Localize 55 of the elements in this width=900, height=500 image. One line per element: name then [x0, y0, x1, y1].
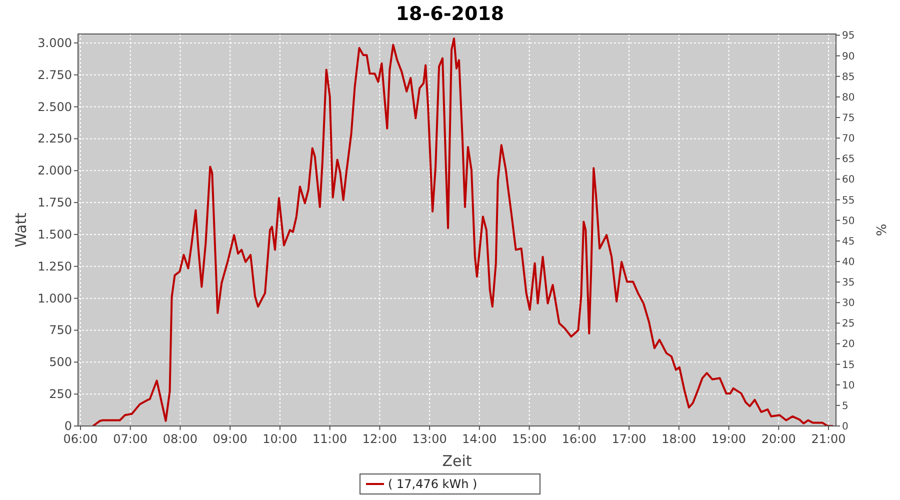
y2-tick-label: 35: [842, 278, 855, 289]
y2-tick-label: 55: [842, 195, 855, 206]
y-tick-label: 2.250: [38, 132, 72, 146]
y2-tick-label: 5: [842, 400, 848, 412]
y2-tick-label: 95: [842, 30, 855, 42]
y2-tick-label: 40: [842, 256, 855, 268]
x-tick-label: 17:00: [612, 432, 646, 446]
x-tick-label: 19:00: [711, 432, 746, 446]
x-tick-label: 09:00: [212, 432, 248, 446]
x-tick-label: 13:00: [412, 432, 447, 446]
legend-label: ( 17,476 kWh ): [388, 477, 478, 491]
x-axis-title: Zeit: [442, 452, 472, 470]
y-tick-label: 1.000: [38, 291, 72, 306]
y-tick-label: 1.250: [38, 259, 72, 274]
y2-tick-label: 85: [842, 72, 855, 83]
y-tick-label: 3.000: [38, 36, 72, 50]
x-tick-label: 14:00: [462, 432, 497, 446]
chart-title: 18-6-2018: [396, 3, 504, 25]
y2-tick-label: 45: [842, 236, 855, 248]
x-tick-label: 15:00: [512, 432, 547, 446]
y-tick-label: 750: [49, 323, 72, 338]
y2-tick-label: 20: [842, 339, 855, 350]
y2-tick-label: 75: [842, 113, 855, 124]
y2-tick-label: 30: [842, 298, 855, 310]
x-tick-label: 16:00: [562, 432, 596, 446]
y-tick-label: 0: [64, 419, 72, 433]
y2-tick-label: 70: [842, 134, 855, 145]
y2-tick-label: 50: [842, 216, 855, 227]
y-tick-label: 2.500: [38, 100, 72, 114]
y2-tick-label: 60: [842, 174, 855, 186]
y-tick-label: 500: [49, 355, 72, 370]
y2-tick-label: 25: [842, 318, 855, 330]
x-tick-label: 06:00: [63, 432, 98, 446]
line-series: [92, 37, 834, 426]
x-tick-label: 20:00: [761, 432, 796, 446]
x-tick-label: 18:00: [662, 432, 696, 446]
y-tick-label: 2.750: [38, 68, 72, 82]
x-tick-label: 08:00: [162, 432, 198, 446]
x-tick-label: 10:00: [262, 432, 298, 446]
y-tick-label: 250: [49, 387, 72, 402]
y2-tick-label: 80: [842, 92, 855, 104]
y-tick-label: 2.000: [38, 164, 72, 178]
y-axis-title: Watt: [12, 212, 30, 248]
x-tick-label: 11:00: [312, 432, 348, 446]
y2-tick-label: 90: [842, 51, 855, 62]
y2-tick-label: 10: [842, 380, 855, 392]
y2-tick-label: 65: [842, 154, 855, 166]
y2-tick-label: 0: [842, 422, 848, 432]
y-tick-label: 1.750: [38, 196, 72, 210]
y2-axis-title: %: [875, 224, 890, 236]
y2-tick-label: 15: [842, 360, 855, 371]
x-tick-label: 12:00: [362, 432, 397, 446]
x-tick-label: 07:00: [113, 432, 148, 446]
y-tick-label: 1.500: [38, 227, 72, 242]
x-tick-label: 21:00: [811, 432, 846, 446]
